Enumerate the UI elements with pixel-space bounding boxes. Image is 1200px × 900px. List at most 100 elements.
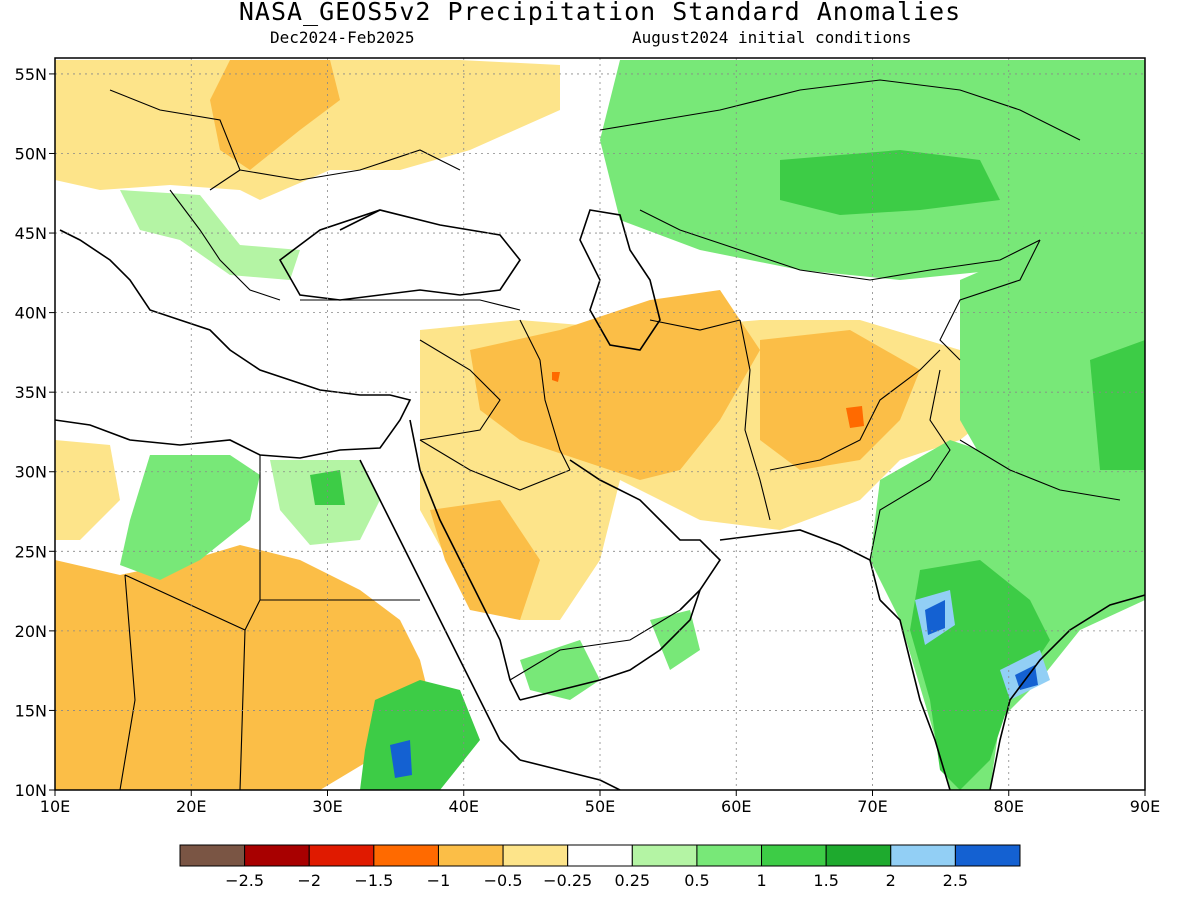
border-india-nepal bbox=[959, 439, 1121, 501]
axis-ticks bbox=[49, 73, 1146, 796]
colorbar-label: −0.5 bbox=[484, 871, 523, 890]
border-chad-sudan bbox=[239, 629, 246, 790]
colorbar-swatch bbox=[502, 844, 569, 867]
lat-tick-label: 35N bbox=[15, 383, 47, 402]
anomaly-region-iran-dry bbox=[470, 290, 760, 480]
anomaly-region-sahara-lightdry bbox=[55, 440, 120, 540]
colorbar bbox=[179, 844, 1021, 867]
colorbar-label: −1.5 bbox=[354, 871, 393, 890]
anomaly-region-europe-dry bbox=[55, 60, 560, 200]
anomaly-region-ethiopia-verywet bbox=[390, 740, 412, 778]
coastline-ukrainesea bbox=[339, 209, 381, 231]
colorbar-label: 1 bbox=[756, 871, 766, 890]
anomaly-region-afghan-core bbox=[846, 406, 864, 428]
lon-tick-label: 30E bbox=[312, 797, 342, 816]
anomaly-region-yemen-wet bbox=[520, 640, 600, 700]
anomaly-region-tibet-wet bbox=[1090, 340, 1145, 470]
colorbar-label: −1 bbox=[427, 871, 451, 890]
border-europe-3 bbox=[169, 189, 281, 301]
colorbar-labels: −2.5 −2 −1.5 −1 −0.5 −0.25 0.25 0.5 1 1.5 2 2.5 bbox=[225, 871, 968, 890]
lon-tick-label: 20E bbox=[176, 797, 206, 816]
coastline-mediterranean bbox=[55, 229, 412, 459]
colorbar-swatch bbox=[631, 844, 698, 867]
colorbar-swatch bbox=[954, 844, 1021, 867]
lat-tick-label: 45N bbox=[15, 224, 47, 243]
anomaly-shading bbox=[55, 60, 1145, 790]
border-europe-2 bbox=[239, 149, 461, 181]
colorbar-swatch bbox=[825, 844, 892, 867]
colorbar-label: −2 bbox=[297, 871, 321, 890]
colorbar-label: −2.5 bbox=[225, 871, 264, 890]
colorbar-swatch bbox=[179, 844, 246, 867]
border-afghan-pak bbox=[769, 349, 941, 471]
country-borders bbox=[109, 79, 1121, 790]
coastline-redsea bbox=[359, 459, 521, 761]
border-iran-afghan bbox=[739, 319, 771, 521]
border-turkmen bbox=[649, 319, 741, 331]
colorbar-label: 1.5 bbox=[813, 871, 838, 890]
coastline-indiaeast bbox=[989, 594, 1145, 790]
axis-tick-labels: 10E 20E 30E 40E 50E 60E 70E 80E 90E 10N 15N 20N 25N 3… bbox=[15, 65, 1161, 816]
colorbar-swatch bbox=[308, 844, 375, 867]
lat-tick-label: 10N bbox=[15, 781, 47, 800]
anomaly-region-ukraine-dry bbox=[210, 60, 340, 170]
border-china-west bbox=[939, 239, 1041, 361]
lat-tick-label: 40N bbox=[15, 304, 47, 323]
colorbar-swatch bbox=[373, 844, 439, 867]
anomaly-region-africa-dry bbox=[55, 545, 430, 790]
coastline-persiangulf bbox=[569, 459, 722, 611]
anomaly-region-afghanistan-dry bbox=[760, 330, 920, 470]
lat-tick-label: 50N bbox=[15, 144, 47, 163]
colorbar-label: 0.25 bbox=[614, 871, 650, 890]
colorbar-label: 2.5 bbox=[943, 871, 968, 890]
anomaly-region-india-core bbox=[925, 600, 945, 635]
border-iraq-iran bbox=[519, 319, 571, 471]
colorbar-swatch bbox=[890, 844, 956, 867]
anomaly-region-ethiopia-wet bbox=[360, 680, 480, 790]
lon-tick-label: 40E bbox=[449, 797, 479, 816]
colorbar-label: −0.25 bbox=[543, 871, 592, 890]
colorbar-label: 2 bbox=[886, 871, 896, 890]
lon-tick-label: 10E bbox=[40, 797, 70, 816]
border-kazakh-russia bbox=[599, 79, 1081, 141]
colorbar-swatch bbox=[437, 844, 504, 867]
colorbar-swatch bbox=[761, 844, 827, 867]
coastline-arabiasouth bbox=[519, 589, 701, 701]
lat-tick-label: 20N bbox=[15, 622, 47, 641]
map-title: NASA_GEOS5v2 Precipitation Standard Anom… bbox=[238, 0, 962, 26]
lon-tick-label: 50E bbox=[585, 797, 615, 816]
lon-tick-label: 70E bbox=[857, 797, 887, 816]
border-niger-chad bbox=[119, 574, 136, 790]
anomaly-region-sudan-wet bbox=[310, 470, 345, 505]
anomaly-region-oman-wet bbox=[650, 610, 700, 670]
anomaly-region-libya-wet bbox=[120, 455, 260, 580]
lat-tick-label: 25N bbox=[15, 542, 47, 561]
border-kazakh-south bbox=[639, 209, 1041, 281]
lat-tick-label: 55N bbox=[15, 65, 47, 84]
coastline-redsea-east bbox=[409, 419, 521, 701]
coastlines bbox=[55, 209, 1145, 790]
lat-lon-grid bbox=[55, 58, 1145, 790]
lat-tick-label: 15N bbox=[15, 701, 47, 720]
border-europe-1 bbox=[109, 89, 241, 191]
coastline-pakistan bbox=[719, 529, 881, 601]
colorbar-swatch bbox=[696, 844, 763, 867]
border-turkey bbox=[300, 299, 521, 311]
anomaly-region-kazakhstan-wet bbox=[780, 150, 1000, 215]
colorbar-swatch bbox=[244, 844, 310, 867]
colorbar-swatch bbox=[567, 844, 633, 867]
anomaly-region-arabia-dry bbox=[430, 500, 540, 620]
coastline-caspian bbox=[579, 209, 661, 351]
coastline-africahorn bbox=[519, 759, 621, 790]
anomaly-region-zagros-core bbox=[552, 372, 560, 382]
anomaly-region-balkans-wet bbox=[120, 190, 300, 280]
coastline-indiawest bbox=[879, 599, 951, 790]
coastline-blacksea bbox=[278, 209, 521, 301]
lat-tick-label: 30N bbox=[15, 463, 47, 482]
lon-tick-label: 90E bbox=[1130, 797, 1160, 816]
colorbar-label: 0.5 bbox=[684, 871, 709, 890]
forecast-period: Dec2024-Feb2025 bbox=[270, 28, 415, 47]
border-syria-iraq bbox=[419, 339, 501, 441]
initial-conditions: August2024 initial conditions bbox=[632, 28, 912, 47]
